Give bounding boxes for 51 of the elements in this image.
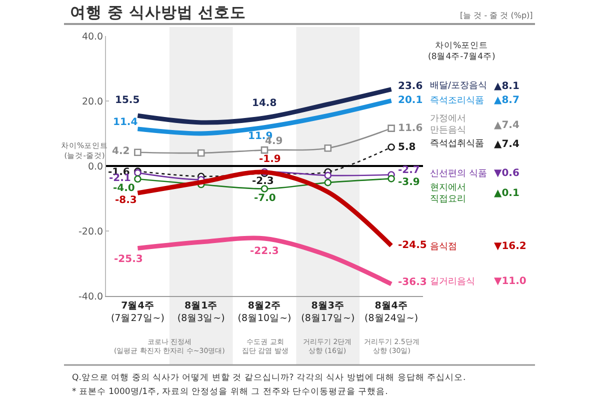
text: 현지에서 직접요리 xyxy=(430,183,466,205)
text: ▼16.2 xyxy=(494,241,526,252)
data-label: 23.6 xyxy=(398,81,423,92)
y-tick-label: -40.0 xyxy=(78,291,104,302)
data-label: -1.9 xyxy=(259,154,281,165)
data-label: -24.5 xyxy=(398,240,427,251)
text: ▼11.0 xyxy=(494,276,526,287)
y-tick-label: -20.0 xyxy=(78,226,104,238)
data-label: -36.3 xyxy=(398,277,427,288)
x-tick-label: 8월3주 (8월17일~) xyxy=(301,300,355,324)
text: ▲8.7 xyxy=(494,95,520,106)
data-label: 11.6 xyxy=(398,123,423,134)
data-label: -2.1 xyxy=(109,173,131,184)
data-label: -8.3 xyxy=(115,195,137,206)
text: ▲8.1 xyxy=(494,81,520,92)
text: 음식점 xyxy=(430,242,457,252)
text: 길거리음식 xyxy=(430,277,475,287)
data-label: 11.4 xyxy=(113,117,138,128)
text: ▼0.6 xyxy=(494,168,520,179)
y-tick-label: 20.0 xyxy=(82,96,104,108)
text: 가정에서 만든음식 xyxy=(430,114,466,136)
text: ▲7.4 xyxy=(494,120,520,131)
text: Q.앞으로 여행 중의 식사가 어떻게 변할 것 같으십니까? 각각의 식사 방법에 대해 응답해 주십시오. xyxy=(72,373,466,383)
text: 즉석조리식품 xyxy=(430,96,484,106)
data-label: -22.3 xyxy=(250,246,279,257)
text: 배달/포장음식 xyxy=(430,81,488,91)
data-label: -3.9 xyxy=(398,177,420,188)
text: [늘 것 - 줄 것 (%p)] xyxy=(460,11,533,20)
text: * 표본수 1000명/1주, 자료의 안정성을 위해 그 전주와 단수이동평균을 구했음. xyxy=(72,387,388,397)
text: ▲7.4 xyxy=(494,139,520,150)
data-label: -25.3 xyxy=(114,254,143,265)
text: 차이%포인트 (8월4주-7월4주) xyxy=(428,41,496,62)
data-label: -4.0 xyxy=(113,183,135,194)
data-label: 4.2 xyxy=(112,146,130,157)
x-tick-label: 8월1주 (8월3일~) xyxy=(177,300,225,324)
x-tick-label: 8월2주 (8월10일~) xyxy=(238,300,292,324)
data-label: 5.8 xyxy=(398,142,416,153)
x-tick-label: 8월4주 (8월24일~) xyxy=(364,300,418,324)
data-label: -2.7 xyxy=(398,165,420,176)
chart-title: 여행 중 식사방법 선호도 xyxy=(70,3,246,22)
data-label: 20.1 xyxy=(398,95,423,106)
text: 신선편의 식품 xyxy=(430,169,487,179)
data-label: 14.8 xyxy=(252,98,277,109)
text: ▲0.1 xyxy=(494,188,520,199)
text: 즉석섭취식품 xyxy=(430,139,484,149)
x-tick-label: 7월4주 (7월27일~) xyxy=(110,300,164,324)
y-tick-label: 40.0 xyxy=(82,31,104,42)
data-label: -7.0 xyxy=(254,193,276,204)
data-label: -2.3 xyxy=(252,176,274,187)
y-tick-label: 0.0 xyxy=(88,161,104,172)
data-label: 15.5 xyxy=(115,95,140,106)
